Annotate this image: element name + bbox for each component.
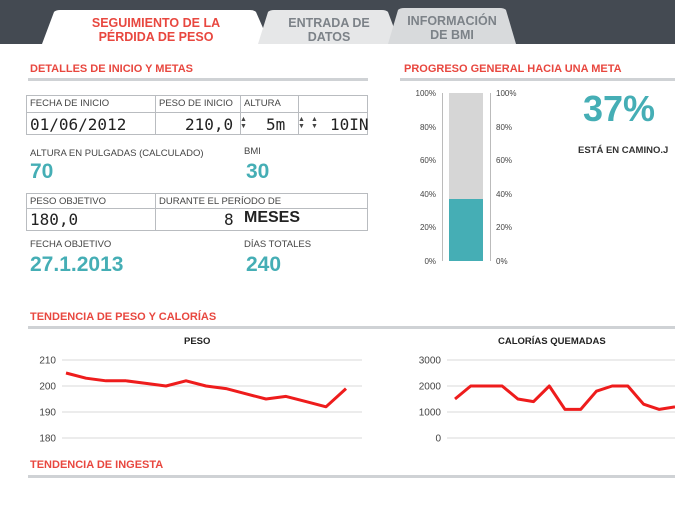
- bmi-label: BMI: [244, 146, 261, 157]
- height-feet-field[interactable]: 5m: [266, 115, 286, 134]
- progress-scale-tick: 60%: [496, 156, 513, 166]
- y-tick-label: 2000: [419, 382, 442, 393]
- tab-label-line1: INFORMACIÓN: [407, 14, 497, 28]
- details-section-title: DETALLES DE INICIO Y METAS: [30, 63, 193, 75]
- progress-scale-tick: 20%: [419, 223, 436, 233]
- start-weight-label: PESO DE INICIO: [159, 98, 233, 109]
- progress-scale-tick: 80%: [419, 122, 436, 132]
- goal-weight-label: PESO OBJETIVO: [30, 196, 107, 207]
- progress-scale-tick: 100%: [496, 89, 517, 98]
- intake-divider: [28, 475, 675, 478]
- y-tick-label: 190: [39, 408, 56, 419]
- progress-section-title: PROGRESO GENERAL HACIA UNA META: [404, 63, 622, 75]
- total-days-value: 240: [246, 253, 282, 276]
- period-value-field[interactable]: 8: [224, 210, 234, 229]
- calories-chart: 3000 2000 1000 0: [419, 356, 675, 445]
- height-inches-field[interactable]: 10IN: [330, 115, 369, 134]
- height-inches-spinner[interactable]: ▲ ▼: [311, 116, 318, 130]
- tab-shape: [42, 10, 270, 44]
- progress-axis-left: [442, 93, 443, 261]
- goal-date-label: FECHA OBJETIVO: [30, 239, 112, 250]
- table-row-divider: [26, 112, 368, 113]
- tab-weight-loss-tracking[interactable]: SEGUIMIENTO DE LA PÉRDIDA DE PESO: [42, 10, 270, 44]
- progress-scale-tick: 60%: [419, 156, 436, 166]
- progress-bar-track: [449, 93, 483, 261]
- weight-chart: 210 200 190 180: [39, 356, 362, 445]
- start-date-field[interactable]: 01/06/2012: [30, 115, 127, 134]
- progress-scale-tick: 0%: [496, 257, 508, 266]
- period-cell: [155, 193, 368, 231]
- height-inches-calc-value: 70: [30, 160, 54, 183]
- period-unit: MESES: [244, 209, 301, 226]
- period-label: DURANTE EL PERÍODO DE: [159, 196, 282, 207]
- height-inches-calc-label: ALTURA EN PULGADAS (CALCULADO): [30, 148, 204, 159]
- tab-label-line1: SEGUIMIENTO DE LA: [91, 16, 221, 30]
- y-tick-label: 210: [39, 356, 56, 367]
- y-tick-label: 0: [435, 434, 441, 445]
- y-tick-label: 180: [39, 434, 56, 445]
- goal-date-value: 27.1.2013: [30, 253, 124, 276]
- weight-chart-title: PESO: [184, 336, 211, 347]
- progress-status: ESTÁ EN CAMINO.J: [578, 145, 669, 156]
- tab-label-line2: DATOS: [307, 30, 351, 44]
- tab-label-line2: DE BMI: [430, 28, 474, 42]
- series-line: [454, 384, 675, 411]
- tab-label-line1: ENTRADA DE: [288, 16, 370, 30]
- tab-shape: [258, 10, 400, 44]
- details-divider: [28, 78, 368, 81]
- intake-section-title: TENDENCIA DE INGESTA: [30, 459, 164, 471]
- height-inches-cell: [298, 95, 368, 135]
- progress-axis-right: [490, 93, 491, 261]
- start-weight-spinner[interactable]: ▲ ▼: [240, 116, 247, 130]
- trend-section-title: TENDENCIA DE PESO Y CALORÍAS: [30, 311, 217, 323]
- table-row-divider: [26, 208, 368, 209]
- progress-scale-tick: 80%: [496, 122, 513, 132]
- calories-chart-title: CALORÍAS QUEMADAS: [498, 336, 606, 347]
- progress-divider: [400, 78, 675, 81]
- tab-data-entry[interactable]: ENTRADA DE DATOS: [258, 10, 400, 44]
- progress-scale-tick: 40%: [419, 189, 436, 199]
- y-tick-label: 1000: [419, 408, 442, 419]
- trend-divider: [28, 326, 675, 329]
- series-line: [65, 371, 348, 409]
- goal-weight-field[interactable]: 180,0: [30, 210, 79, 229]
- y-tick-label: 3000: [419, 356, 442, 367]
- height-label: ALTURA: [244, 98, 281, 109]
- total-days-label: DÍAS TOTALES: [244, 239, 312, 250]
- start-date-label: FECHA DE INICIO: [30, 98, 110, 109]
- start-weight-field[interactable]: 210,0: [185, 115, 234, 134]
- y-tick-label: 200: [39, 382, 56, 393]
- tab-label-line2: PÉRDIDA DE PESO: [98, 30, 214, 44]
- progress-scale-tick: 40%: [496, 189, 513, 199]
- tab-shape: [388, 8, 516, 44]
- bmi-value: 30: [246, 160, 270, 183]
- progress-percent: 37%: [583, 88, 656, 129]
- progress-bar-fill: [449, 198, 483, 261]
- progress-scale-tick: 20%: [496, 223, 513, 233]
- progress-scale-tick: 100%: [415, 89, 436, 98]
- tab-bmi-info[interactable]: INFORMACIÓN DE BMI: [388, 8, 516, 44]
- height-feet-spinner[interactable]: ▲ ▼: [298, 116, 305, 130]
- progress-scale-tick: 0%: [424, 257, 436, 266]
